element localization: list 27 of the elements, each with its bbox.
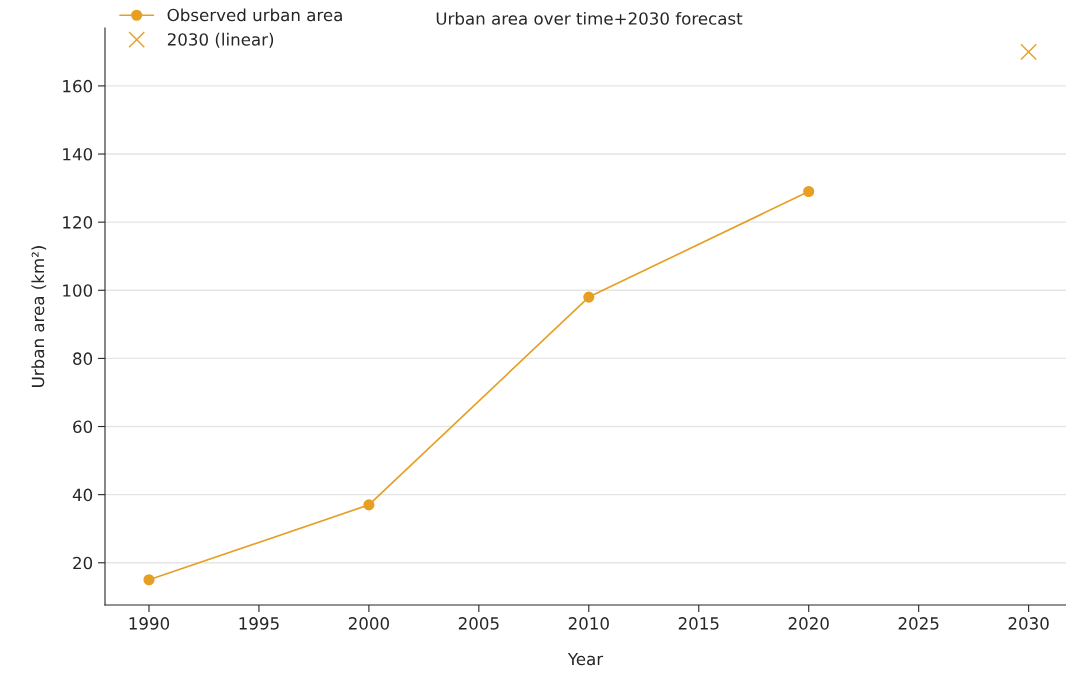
x-tick-label: 2000 [348,617,389,630]
x-tick-label: 2020 [788,617,829,630]
y-tick-label: 40 [72,488,93,502]
x-tick-label: 2030 [1008,617,1049,630]
x-tick-label: 2015 [678,617,719,630]
y-axis-title: Urban area (km²) [31,246,47,387]
y-tick-label: 120 [63,216,93,229]
y-tick-label: 80 [73,352,93,365]
y-tick-label: 20 [73,556,93,570]
x-tick-label: 2010 [568,617,609,630]
x-tick-label: 1995 [239,617,279,630]
legend-label: 2030 (linear) [167,32,274,48]
x-tick-label: 2025 [898,617,939,630]
point [803,185,815,198]
point [1020,43,1037,61]
y-tick-label: 140 [63,147,93,161]
legend-label: Observed urban area [167,8,342,22]
point [143,574,155,586]
y-tick-label: 160 [63,79,93,93]
y-tick-label: 100 [63,284,93,297]
x-tick-label: 1990 [129,617,170,630]
point [583,291,595,303]
x-tick-label: 2005 [458,617,499,630]
y-tick-label: 60 [73,420,93,434]
x-axis-title: Year [567,652,604,666]
point [363,499,375,511]
chart-title: Urban area over time+2030 forecast [436,11,743,25]
